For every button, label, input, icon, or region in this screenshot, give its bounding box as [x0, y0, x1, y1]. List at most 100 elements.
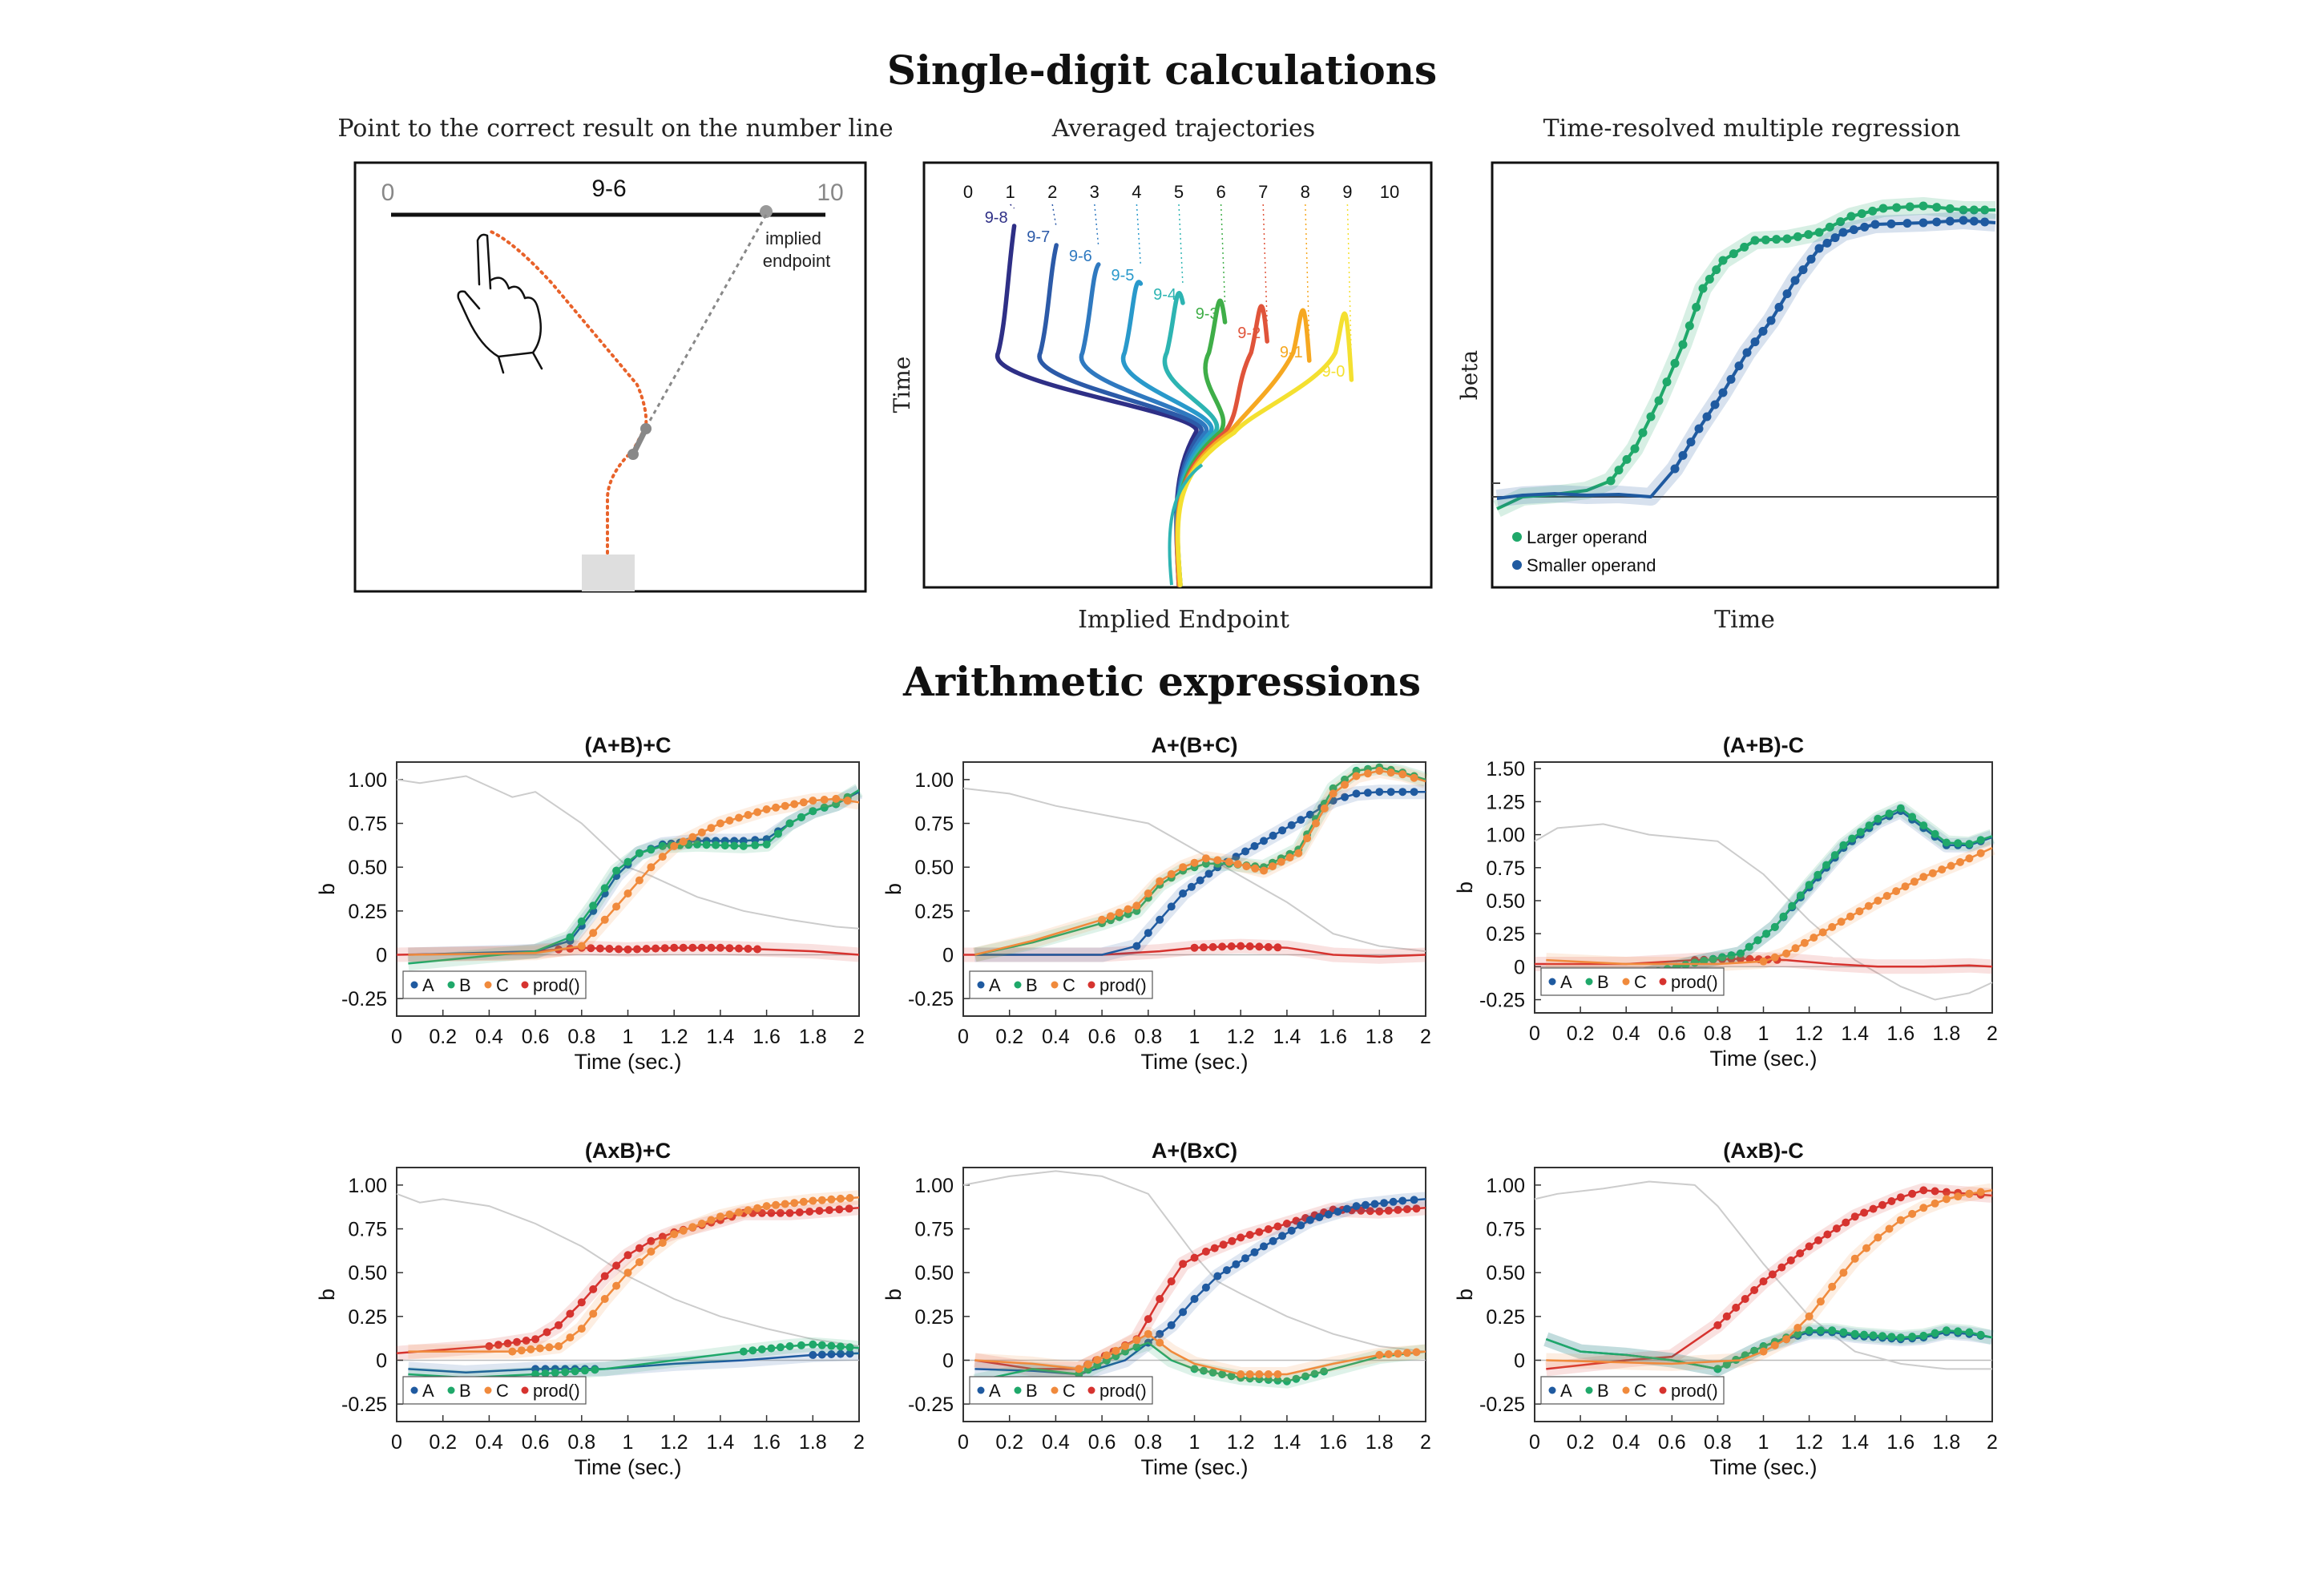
y-tick-label: 0.25	[348, 901, 387, 923]
series-prod-marker	[1255, 1228, 1264, 1236]
legend-label-prod: prod()	[1099, 1381, 1147, 1401]
tangent-point-1	[627, 449, 639, 460]
series-B-marker	[571, 1367, 579, 1376]
y-tick-label: 1.50	[1486, 758, 1525, 780]
series-C-marker	[1938, 865, 1947, 874]
regression-smaller-marker	[1774, 302, 1784, 312]
series-C-marker	[1144, 1329, 1152, 1338]
series-prod-marker	[725, 944, 734, 953]
series-B-marker	[1700, 957, 1709, 966]
regression-larger-marker	[1718, 256, 1728, 265]
series-C-marker	[1850, 1254, 1859, 1263]
series-prod-marker	[1282, 1220, 1291, 1228]
series-B-marker	[1727, 951, 1736, 960]
y-tick-label: 0	[1514, 956, 1525, 978]
series-prod-marker	[623, 945, 632, 954]
subplot-title: (A+B)-C	[1723, 733, 1804, 757]
regression-smaller-marker	[1980, 217, 1990, 227]
series-C-marker	[612, 1281, 621, 1290]
series-C-marker	[1255, 1370, 1264, 1378]
legend-label-prod: prod()	[533, 975, 580, 995]
series-C-marker	[1075, 1365, 1083, 1373]
series-prod-marker	[1190, 1253, 1199, 1262]
series-prod-marker	[845, 1204, 853, 1213]
series-B-marker	[767, 1344, 776, 1353]
series-prod-marker	[642, 945, 651, 953]
legend-box	[402, 970, 587, 999]
trajectory-number-label: 6	[1216, 182, 1225, 202]
series-prod-marker	[1850, 1212, 1859, 1221]
series-prod-marker	[615, 945, 623, 954]
legend-label-prod: prod()	[1671, 1381, 1718, 1401]
legend-label-B: B	[1597, 972, 1609, 992]
series-C-marker	[635, 1258, 644, 1267]
x-tick-label: 1	[623, 1026, 634, 1048]
legend-label-B: B	[1597, 1381, 1609, 1401]
regression-larger-marker	[1969, 205, 1979, 215]
series-prod-marker	[753, 945, 762, 954]
series-prod-marker	[716, 943, 724, 952]
series-B-marker	[1709, 954, 1717, 963]
series-B-marker	[1227, 1372, 1236, 1381]
series-prod-marker	[1796, 1249, 1805, 1258]
series-C-marker	[1303, 834, 1312, 843]
series-prod-marker	[1167, 1277, 1176, 1286]
series-prod-marker	[647, 1236, 656, 1245]
x-tick-label: 0	[958, 1431, 969, 1454]
series-A-marker	[1297, 1221, 1305, 1230]
section-title-arithmetic: Arithmetic expressions	[902, 658, 1421, 705]
regression-frame	[1491, 161, 1999, 589]
regression-smaller-marker	[1959, 216, 1968, 225]
regression-larger-marker	[1945, 204, 1955, 213]
x-tick-label: 0	[391, 1026, 402, 1048]
series-C-marker	[1190, 858, 1199, 867]
legend-marker-B	[1585, 1386, 1593, 1394]
series-B-marker	[739, 841, 748, 850]
series-prod-marker	[1745, 954, 1754, 963]
series-prod-marker	[1402, 1205, 1411, 1213]
series-prod-marker	[1208, 942, 1217, 951]
series-C-marker	[1947, 861, 1955, 870]
series-C-marker	[772, 1200, 781, 1209]
implied-endpoint-marker	[760, 205, 773, 218]
x-tick-label: 0.4	[1612, 1022, 1640, 1045]
series-prod-marker	[679, 943, 688, 952]
series-B-marker	[589, 901, 598, 910]
series-C-marker	[1892, 887, 1901, 896]
trajectory-problem-label: 9-3	[1196, 305, 1219, 323]
series-prod-marker	[623, 1251, 632, 1260]
series-prod-marker	[652, 944, 660, 953]
legend-label-prod: prod()	[1671, 972, 1718, 992]
series-A-marker	[836, 1349, 845, 1358]
x-tick-label: 1.8	[799, 1431, 827, 1454]
series-C-marker	[1268, 862, 1277, 871]
legend-marker-prod	[521, 1386, 529, 1394]
legend-marker-C	[1622, 978, 1630, 986]
legend-smaller-marker	[1512, 560, 1522, 570]
series-prod-marker	[1264, 942, 1273, 951]
series-C-marker	[744, 1206, 752, 1215]
context-line	[962, 1170, 1426, 1353]
x-tick-label: 2	[853, 1431, 865, 1454]
series-prod-marker	[503, 1339, 512, 1348]
trajectory-number-label: 0	[963, 182, 973, 202]
series-C-marker	[1237, 1370, 1245, 1378]
series-prod-marker	[1908, 1189, 1917, 1198]
series-prod-marker	[1722, 1312, 1731, 1321]
series-C-marker	[1386, 768, 1395, 777]
legend-marker-A	[977, 1386, 985, 1394]
series-C-marker	[679, 837, 688, 846]
series-C-marker	[1132, 1336, 1141, 1345]
series-A-marker	[1362, 1200, 1370, 1209]
series-B-marker	[1218, 1370, 1227, 1378]
legend-label-A: A	[422, 975, 434, 995]
series-B-marker	[658, 841, 667, 850]
series-prod-marker	[1741, 1295, 1749, 1303]
series-prod-marker	[658, 1232, 667, 1241]
series-C-marker	[1352, 772, 1361, 780]
regression-smaller-marker	[1886, 219, 1896, 228]
legend-label-B: B	[1026, 1381, 1038, 1401]
series-C-marker	[1294, 849, 1303, 857]
series-prod-marker	[1144, 1315, 1152, 1324]
